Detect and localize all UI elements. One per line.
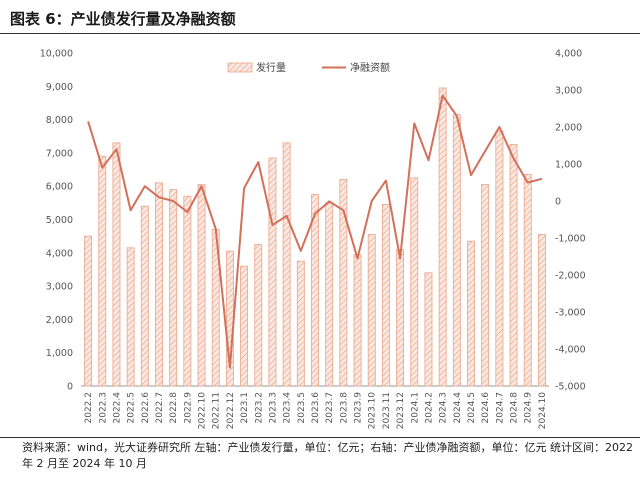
x-tick-label: 2024.5 (467, 392, 477, 424)
bar (98, 155, 107, 387)
x-tick-label: 2023.8 (339, 392, 349, 424)
x-tick-label: 2024.8 (510, 392, 520, 424)
bar (169, 189, 178, 387)
chart-title: 图表 6：产业债发行量及净融资额 (10, 10, 236, 28)
bar-series (84, 87, 546, 387)
bar (84, 235, 93, 387)
axes: 0 1,000 2,000 3,000 4,000 5,000 6,000 7,000 8,00… (40, 49, 586, 430)
bar (381, 204, 390, 387)
y-left-tick-label: 9,000 (46, 82, 73, 93)
x-tick-label: 2024.1 (410, 392, 420, 424)
chart-area: 0 1,000 2,000 3,000 4,000 5,000 6,000 7,000 8,00… (40, 49, 586, 430)
y-left-tick-label: 6,000 (46, 182, 73, 193)
x-tick-label: 2023.2 (254, 392, 264, 424)
legend-label-issuance: 发行量 (256, 61, 286, 74)
x-tick-label: 2023.5 (297, 392, 307, 424)
x-tick-label: 2022.10 (198, 392, 208, 429)
x-tick-label: 2022.11 (212, 392, 222, 429)
bar (183, 195, 192, 387)
bar (155, 182, 163, 387)
x-tick-label: 2022.4 (112, 392, 122, 424)
y-right-tick-label: 4,000 (555, 49, 582, 60)
y-left-tick-label: 10,000 (40, 49, 73, 60)
x-tick-label: 2023.7 (325, 392, 335, 424)
bar (197, 184, 206, 387)
footnote-divider (0, 437, 640, 438)
bar (396, 249, 405, 387)
y-right-tick-label: -5,000 (555, 382, 586, 393)
bar (112, 142, 121, 387)
x-tick-label: 2024.6 (481, 392, 491, 424)
y-left-tick-label: 4,000 (46, 248, 73, 259)
legend: 发行量 净融资额 (227, 61, 390, 74)
x-tick-label: 2022.6 (141, 392, 151, 424)
bar (268, 157, 277, 387)
y-left-tick-label: 0 (67, 382, 73, 393)
bar (367, 234, 376, 387)
x-tick-label: 2022.2 (84, 392, 94, 424)
bar (353, 254, 362, 387)
y-right-tick-label: 0 (555, 197, 561, 208)
y-left-tick-label: 2,000 (46, 315, 73, 326)
x-tick-label: 2023.1 (240, 392, 250, 424)
bar (296, 260, 305, 387)
bar (311, 194, 319, 387)
net-financing-line (87, 94, 543, 369)
y-left-tick-label: 3,000 (46, 282, 73, 293)
bar (339, 179, 348, 387)
x-tick-label: 2023.10 (368, 392, 378, 429)
y-right-tick-label: 1,000 (555, 160, 582, 171)
y-right-tick-label: -3,000 (555, 308, 586, 319)
bar (410, 177, 419, 387)
x-tick-label: 2024.2 (424, 392, 434, 424)
bar (282, 142, 291, 387)
legend-swatch-bar (227, 62, 253, 73)
bar (523, 174, 532, 387)
x-tick-label: 2023.4 (283, 392, 293, 424)
y-right-tick-label: -1,000 (555, 234, 586, 245)
y-right-tick-label: -4,000 (555, 345, 586, 356)
y-left-tick-label: 8,000 (46, 115, 73, 126)
line-series (87, 94, 543, 369)
bar (126, 247, 135, 387)
bar (452, 114, 461, 387)
bar (467, 240, 475, 387)
bar (481, 184, 490, 387)
x-tick-label: 2023.11 (382, 392, 392, 429)
source-footnote: 资料来源：wind，光大证券研究所 左轴：产业债发行量，单位：亿元；右轴：产业债… (22, 441, 633, 470)
x-tick-label: 2023.9 (354, 392, 364, 424)
bar (495, 130, 504, 387)
y-left-tick-label: 7,000 (46, 148, 73, 159)
x-tick-label: 2024.10 (538, 392, 548, 429)
bar (438, 87, 447, 387)
y-left-tick-label: 5,000 (46, 215, 73, 226)
x-tick-label: 2024.7 (495, 392, 505, 424)
x-tick-label: 2022.8 (169, 392, 179, 424)
y-right-tick-label: 3,000 (555, 86, 582, 97)
y-left-tick-label: 1,000 (46, 348, 73, 359)
x-tick-label: 2023.12 (396, 392, 406, 429)
bar (424, 272, 433, 387)
bar (240, 265, 249, 387)
bar (325, 202, 334, 387)
x-tick-label: 2022.5 (127, 392, 137, 424)
x-tick-label: 2022.3 (98, 392, 108, 424)
bar (509, 144, 518, 387)
legend-label-net-financing: 净融资额 (350, 61, 390, 74)
bar (537, 234, 546, 387)
title-divider (0, 33, 640, 34)
x-tick-label: 2022.9 (183, 392, 193, 424)
x-tick-label: 2024.3 (439, 392, 449, 424)
bar (254, 244, 263, 387)
x-tick-label: 2023.3 (268, 392, 278, 424)
bar (140, 205, 149, 387)
x-tick-label: 2024.9 (524, 392, 534, 424)
y-right-tick-label: 2,000 (555, 123, 582, 134)
x-tick-label: 2023.6 (311, 392, 321, 424)
y-right-tick-label: -2,000 (555, 271, 586, 282)
x-tick-label: 2022.7 (155, 392, 165, 424)
x-tick-label: 2024.4 (453, 392, 463, 424)
x-tick-label: 2022.12 (226, 392, 236, 429)
